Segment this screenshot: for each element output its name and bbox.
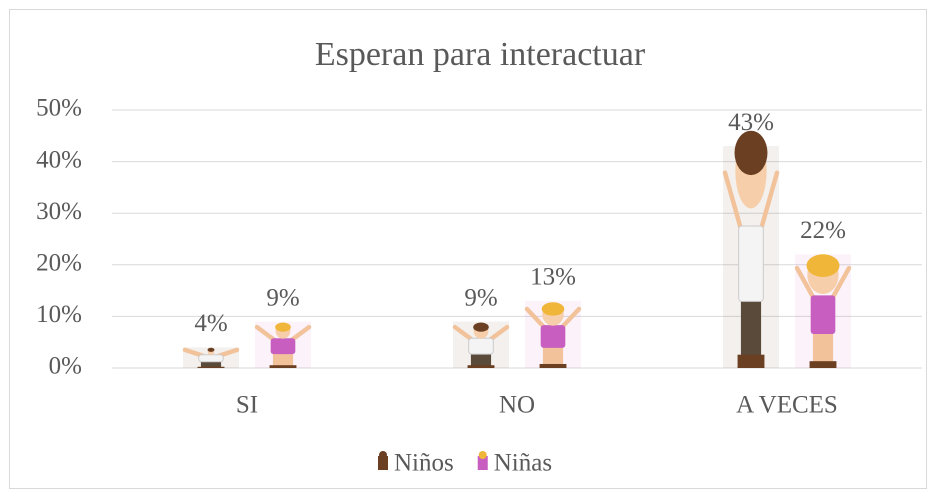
y-tick-label: 30% [36, 198, 82, 225]
figure-body [199, 355, 224, 362]
value-label: 4% [194, 310, 227, 337]
legend-label: Niños [394, 450, 454, 477]
figure-hair [208, 348, 215, 352]
figure-shoes [270, 365, 297, 368]
chart-title: Esperan para interactuar [315, 36, 646, 73]
y-tick-label: 20% [36, 250, 82, 277]
figure-hair [542, 302, 565, 315]
figure-hair [735, 131, 768, 175]
figure-shoes [468, 365, 495, 368]
figure-hair [473, 322, 489, 331]
x-tick-label: NO [499, 392, 535, 419]
figure-hair [807, 254, 840, 277]
figure-legs [543, 347, 563, 366]
figure-shoes [540, 364, 567, 368]
figure-legs [741, 297, 761, 359]
figure-body [739, 226, 764, 301]
figure-body [271, 338, 296, 354]
figure-shoes [198, 367, 225, 368]
value-label: 13% [530, 264, 576, 291]
value-label: 22% [800, 217, 846, 244]
figure-body [811, 295, 836, 334]
legend-swatch-head [379, 451, 387, 459]
y-tick-label: 50% [36, 95, 82, 122]
figure-legs [471, 353, 491, 366]
figure-legs [813, 332, 833, 364]
x-tick-label: SI [236, 392, 258, 419]
value-label: 9% [266, 284, 299, 311]
value-label: 9% [464, 284, 497, 311]
y-tick-label: 0% [49, 353, 82, 380]
chart: Esperan para interactuar 0% 10% 20% 30% 40% 5… [0, 0, 937, 497]
figure-shoes [810, 361, 837, 368]
figure-body [541, 325, 566, 348]
figure-legs [273, 353, 293, 366]
value-label: 43% [728, 109, 774, 136]
y-tick-label: 40% [36, 146, 82, 173]
legend-label: Niñas [494, 450, 552, 477]
x-tick-label: A VECES [736, 392, 838, 419]
legend-swatch-head [479, 451, 487, 459]
figure-hair [275, 322, 291, 331]
y-tick-label: 10% [36, 301, 82, 328]
figure-body [469, 338, 494, 354]
figure-shoes [738, 355, 765, 368]
